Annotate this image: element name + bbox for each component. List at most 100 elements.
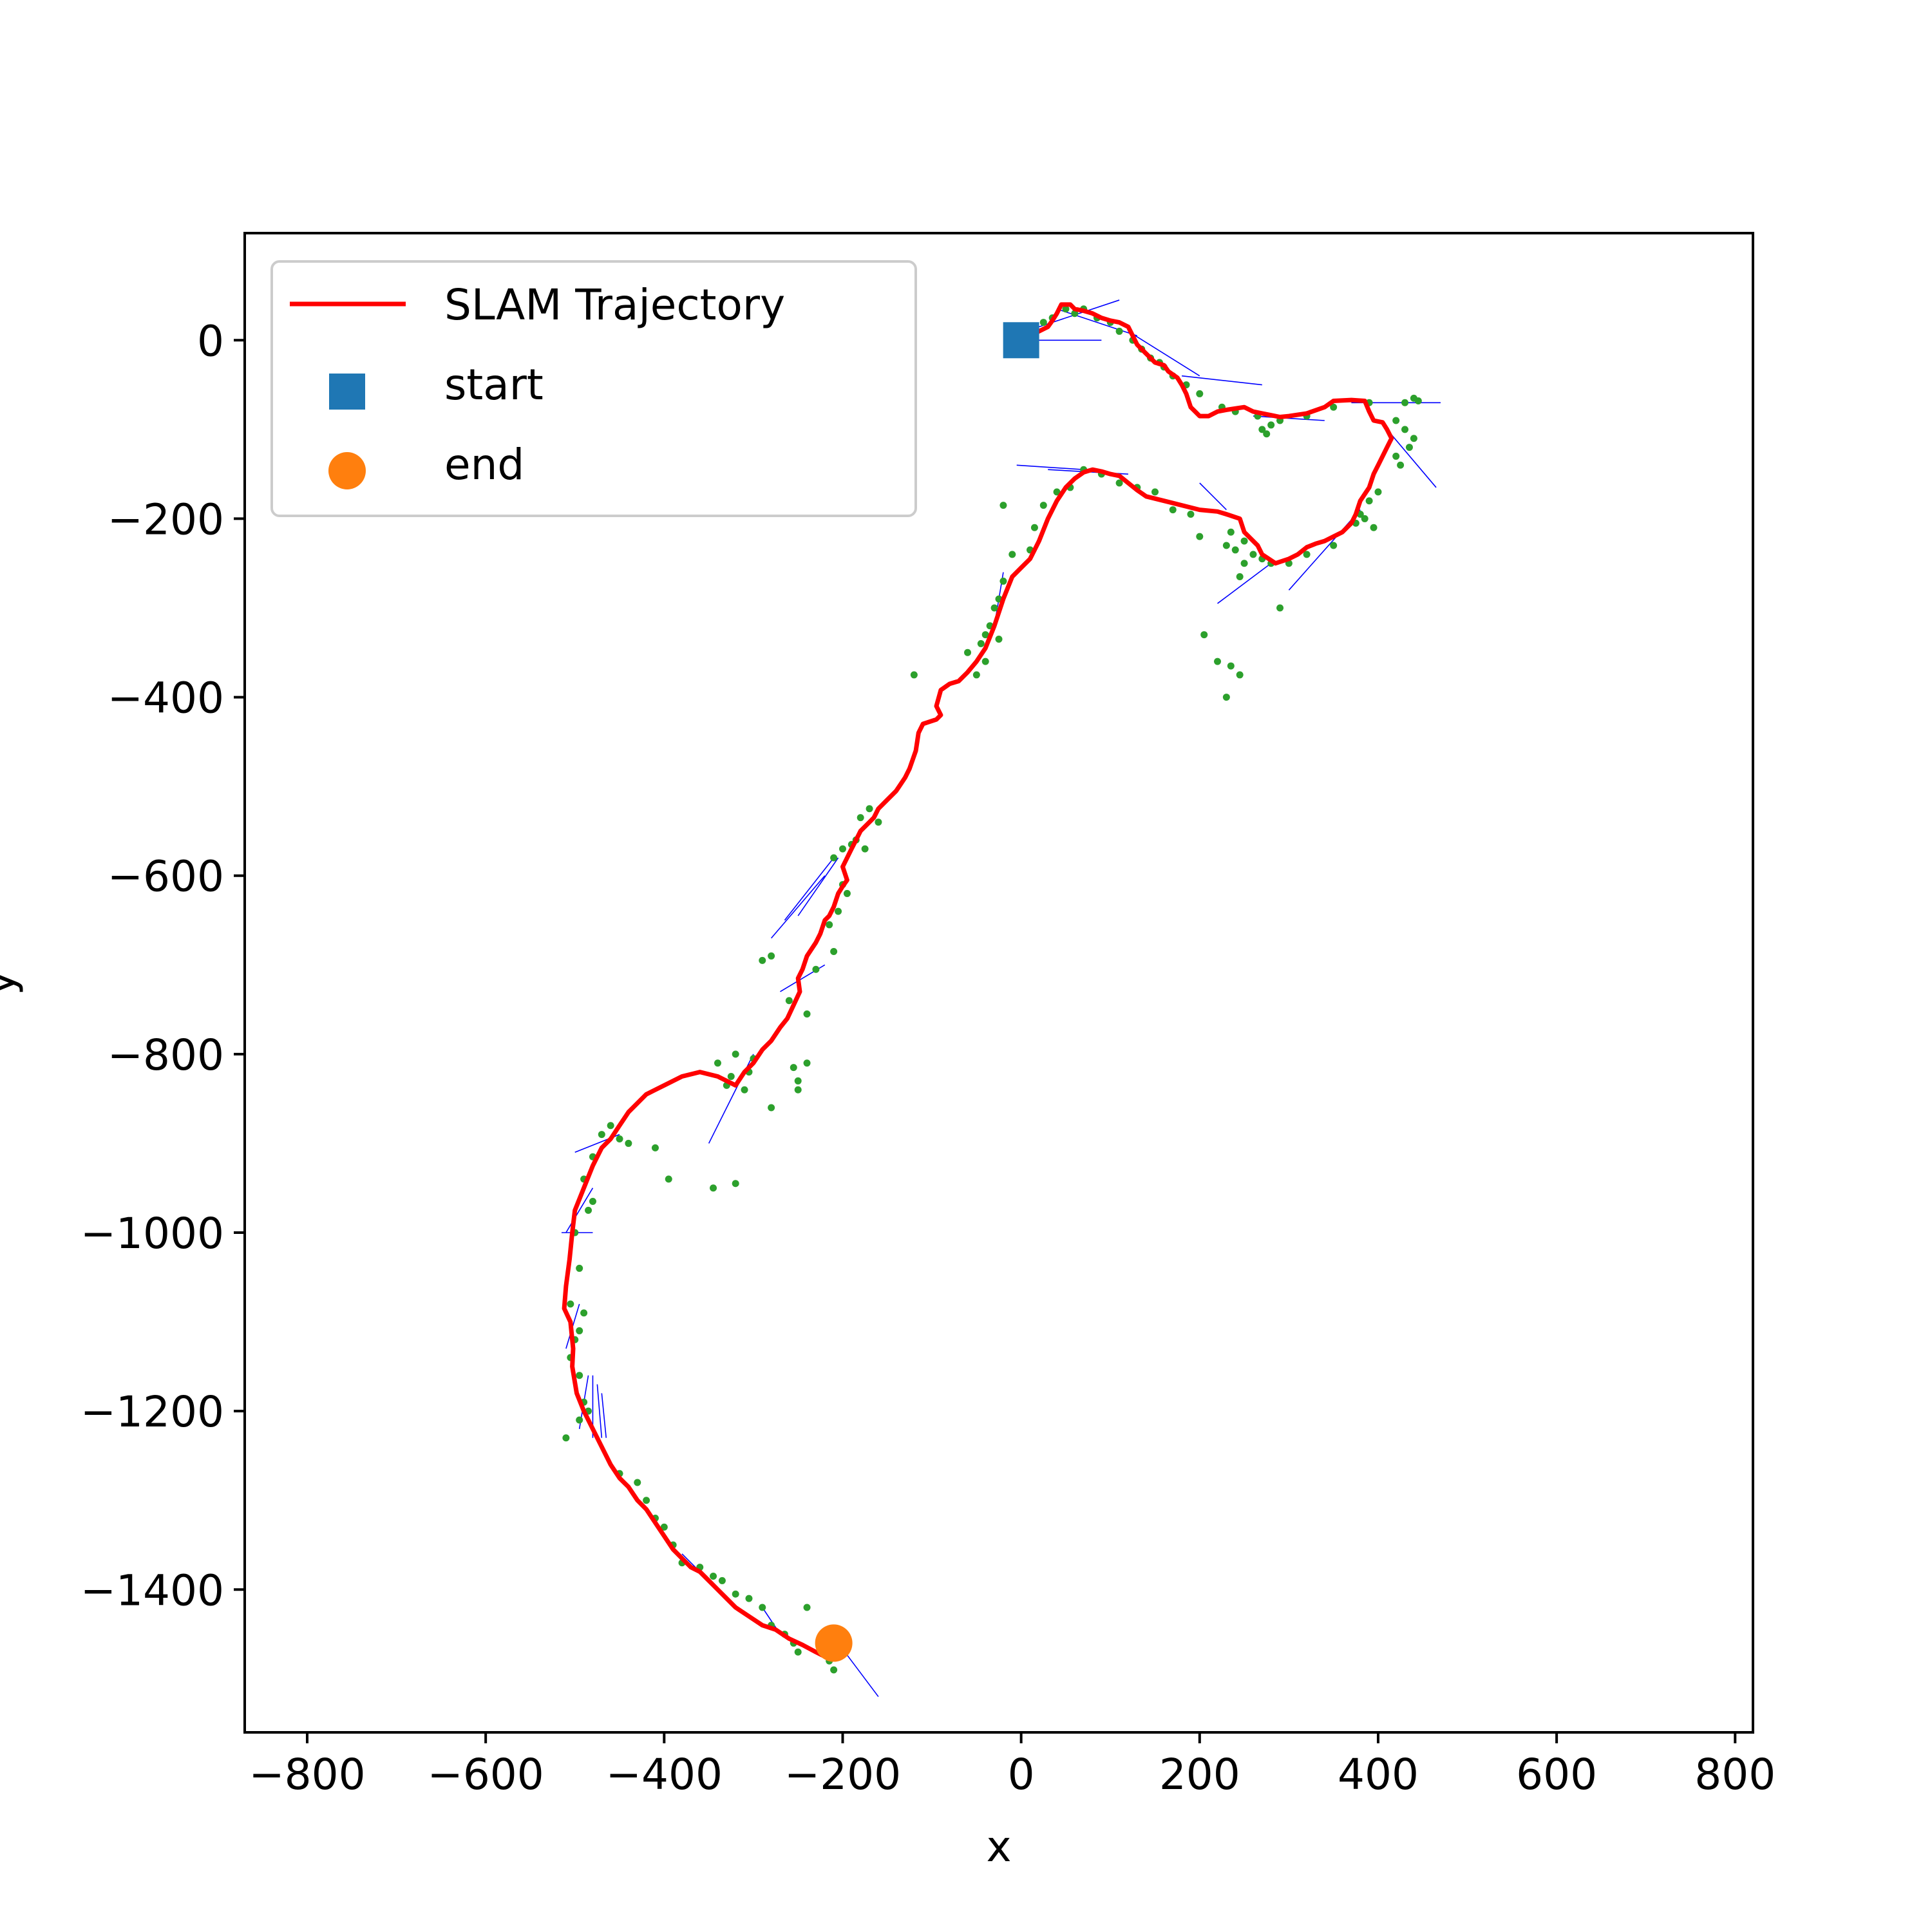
landmark-point-151 bbox=[759, 1604, 766, 1611]
y-tick-label-0: 0 bbox=[197, 316, 224, 366]
landmark-point-29 bbox=[1392, 417, 1400, 424]
ray-7 bbox=[1387, 429, 1437, 488]
landmark-point-95 bbox=[835, 907, 842, 915]
landmark-point-74 bbox=[999, 577, 1007, 585]
legend-swatch-end bbox=[328, 452, 366, 489]
landmark-point-81 bbox=[972, 671, 980, 679]
ray-20 bbox=[565, 1188, 594, 1233]
landmark-point-114 bbox=[714, 1059, 721, 1067]
ray-25 bbox=[596, 1384, 603, 1438]
landmark-point-89 bbox=[861, 845, 869, 853]
landmark-point-158 bbox=[830, 1666, 838, 1674]
landmark-point-84 bbox=[910, 671, 918, 679]
landmark-point-33 bbox=[1392, 452, 1400, 460]
landmark-point-0 bbox=[1039, 319, 1047, 327]
legend-label-start: start bbox=[444, 360, 544, 410]
x-tick-label-1: −600 bbox=[428, 1750, 544, 1799]
plot-area-frame bbox=[243, 232, 1754, 1734]
landmark-point-69 bbox=[1039, 502, 1047, 509]
landmark-point-85 bbox=[875, 819, 882, 826]
x-tick-label-4: 0 bbox=[1008, 1750, 1035, 1799]
landmark-point-96 bbox=[826, 921, 833, 929]
y-axis-ticks: 0 −200 −400 −600 −800 −1000 −1200 −1400 bbox=[80, 316, 245, 1615]
landmark-point-130 bbox=[580, 1309, 588, 1317]
landmark-point-70 bbox=[1030, 524, 1038, 531]
landmark-point-78 bbox=[981, 631, 989, 639]
landmark-point-52 bbox=[1236, 573, 1244, 580]
landmark-point-122 bbox=[598, 1131, 605, 1139]
ray-14 bbox=[797, 857, 839, 916]
landmark-point-58 bbox=[1222, 694, 1230, 701]
x-tick-label-5: 200 bbox=[1159, 1750, 1240, 1799]
landmark-point-111 bbox=[732, 1050, 739, 1058]
landmark-point-79 bbox=[977, 639, 985, 647]
landmark-point-60 bbox=[1196, 533, 1204, 540]
landmark-point-48 bbox=[1227, 528, 1235, 536]
landmark-point-91 bbox=[838, 845, 846, 853]
landmark-point-156 bbox=[803, 1604, 811, 1611]
ray-9 bbox=[1217, 563, 1272, 604]
legend-label-end: end bbox=[444, 440, 524, 489]
landmark-point-150 bbox=[745, 1595, 753, 1602]
landmark-point-104 bbox=[794, 1077, 802, 1084]
landmark-point-53 bbox=[1276, 604, 1284, 612]
landmark-point-46 bbox=[1249, 551, 1257, 558]
landmark-point-129 bbox=[567, 1300, 574, 1308]
legend-label-trajectory: SLAM Trajectory bbox=[444, 280, 785, 330]
landmark-point-87 bbox=[857, 814, 864, 822]
legend: SLAM Trajectory start end bbox=[270, 260, 917, 517]
landmark-point-112 bbox=[727, 1073, 735, 1080]
landmark-point-99 bbox=[768, 952, 775, 960]
y-tick-label-2: −400 bbox=[108, 674, 224, 723]
landmark-point-56 bbox=[1227, 662, 1235, 670]
ray-4 bbox=[1182, 375, 1262, 386]
landmark-point-68 bbox=[1053, 488, 1061, 496]
y-tick-label-3: −600 bbox=[108, 852, 224, 902]
landmark-point-15 bbox=[1196, 390, 1204, 397]
start-end-markers bbox=[815, 322, 1039, 1662]
landmark-point-102 bbox=[803, 1010, 811, 1018]
landmark-point-103 bbox=[803, 1059, 811, 1067]
landmark-point-59 bbox=[1187, 511, 1195, 518]
y-tick-label-6: −1200 bbox=[80, 1387, 224, 1437]
landmark-point-3 bbox=[1071, 310, 1079, 317]
landmark-point-137 bbox=[576, 1416, 583, 1424]
y-tick-label-4: −800 bbox=[108, 1030, 224, 1080]
landmark-point-115 bbox=[732, 1180, 739, 1188]
landmark-point-21 bbox=[1263, 430, 1271, 438]
landmark-point-28 bbox=[1414, 397, 1422, 405]
end-marker bbox=[815, 1624, 853, 1662]
landmark-point-147 bbox=[710, 1573, 717, 1580]
landmark-point-94 bbox=[843, 889, 851, 897]
x-tick-label-7: 600 bbox=[1516, 1750, 1597, 1799]
landmark-point-98 bbox=[812, 965, 820, 973]
landmark-point-134 bbox=[576, 1372, 583, 1379]
legend-box bbox=[270, 260, 917, 517]
y-axis-label: y bbox=[0, 970, 24, 995]
landmark-point-97 bbox=[830, 948, 838, 955]
landmark-point-30 bbox=[1401, 426, 1409, 433]
landmark-point-120 bbox=[616, 1135, 623, 1142]
x-tick-label-8: 800 bbox=[1694, 1750, 1776, 1799]
x-tick-label-3: −200 bbox=[784, 1750, 901, 1799]
ray-26 bbox=[601, 1393, 607, 1438]
landmark-points bbox=[562, 305, 1422, 1674]
landmark-point-105 bbox=[794, 1086, 802, 1094]
landmark-point-72 bbox=[999, 502, 1007, 509]
landmark-point-31 bbox=[1410, 435, 1417, 442]
x-tick-label-0: −800 bbox=[249, 1750, 365, 1799]
landmark-point-50 bbox=[1231, 546, 1239, 554]
x-axis-ticks: −800 −600 −400 −200 0 200 400 600 800 bbox=[249, 1732, 1776, 1799]
trajectory-series bbox=[562, 302, 1394, 1659]
landmark-point-40 bbox=[1370, 524, 1378, 531]
ray-10 bbox=[1199, 482, 1227, 511]
landmark-point-64 bbox=[1115, 479, 1123, 487]
landmark-point-110 bbox=[741, 1086, 748, 1094]
ray-15 bbox=[784, 857, 835, 921]
landmark-point-54 bbox=[1200, 631, 1208, 639]
ray-12 bbox=[1016, 464, 1084, 471]
landmark-point-26 bbox=[1401, 399, 1409, 406]
landmark-point-2 bbox=[1062, 305, 1070, 313]
landmark-point-32 bbox=[1405, 444, 1413, 451]
